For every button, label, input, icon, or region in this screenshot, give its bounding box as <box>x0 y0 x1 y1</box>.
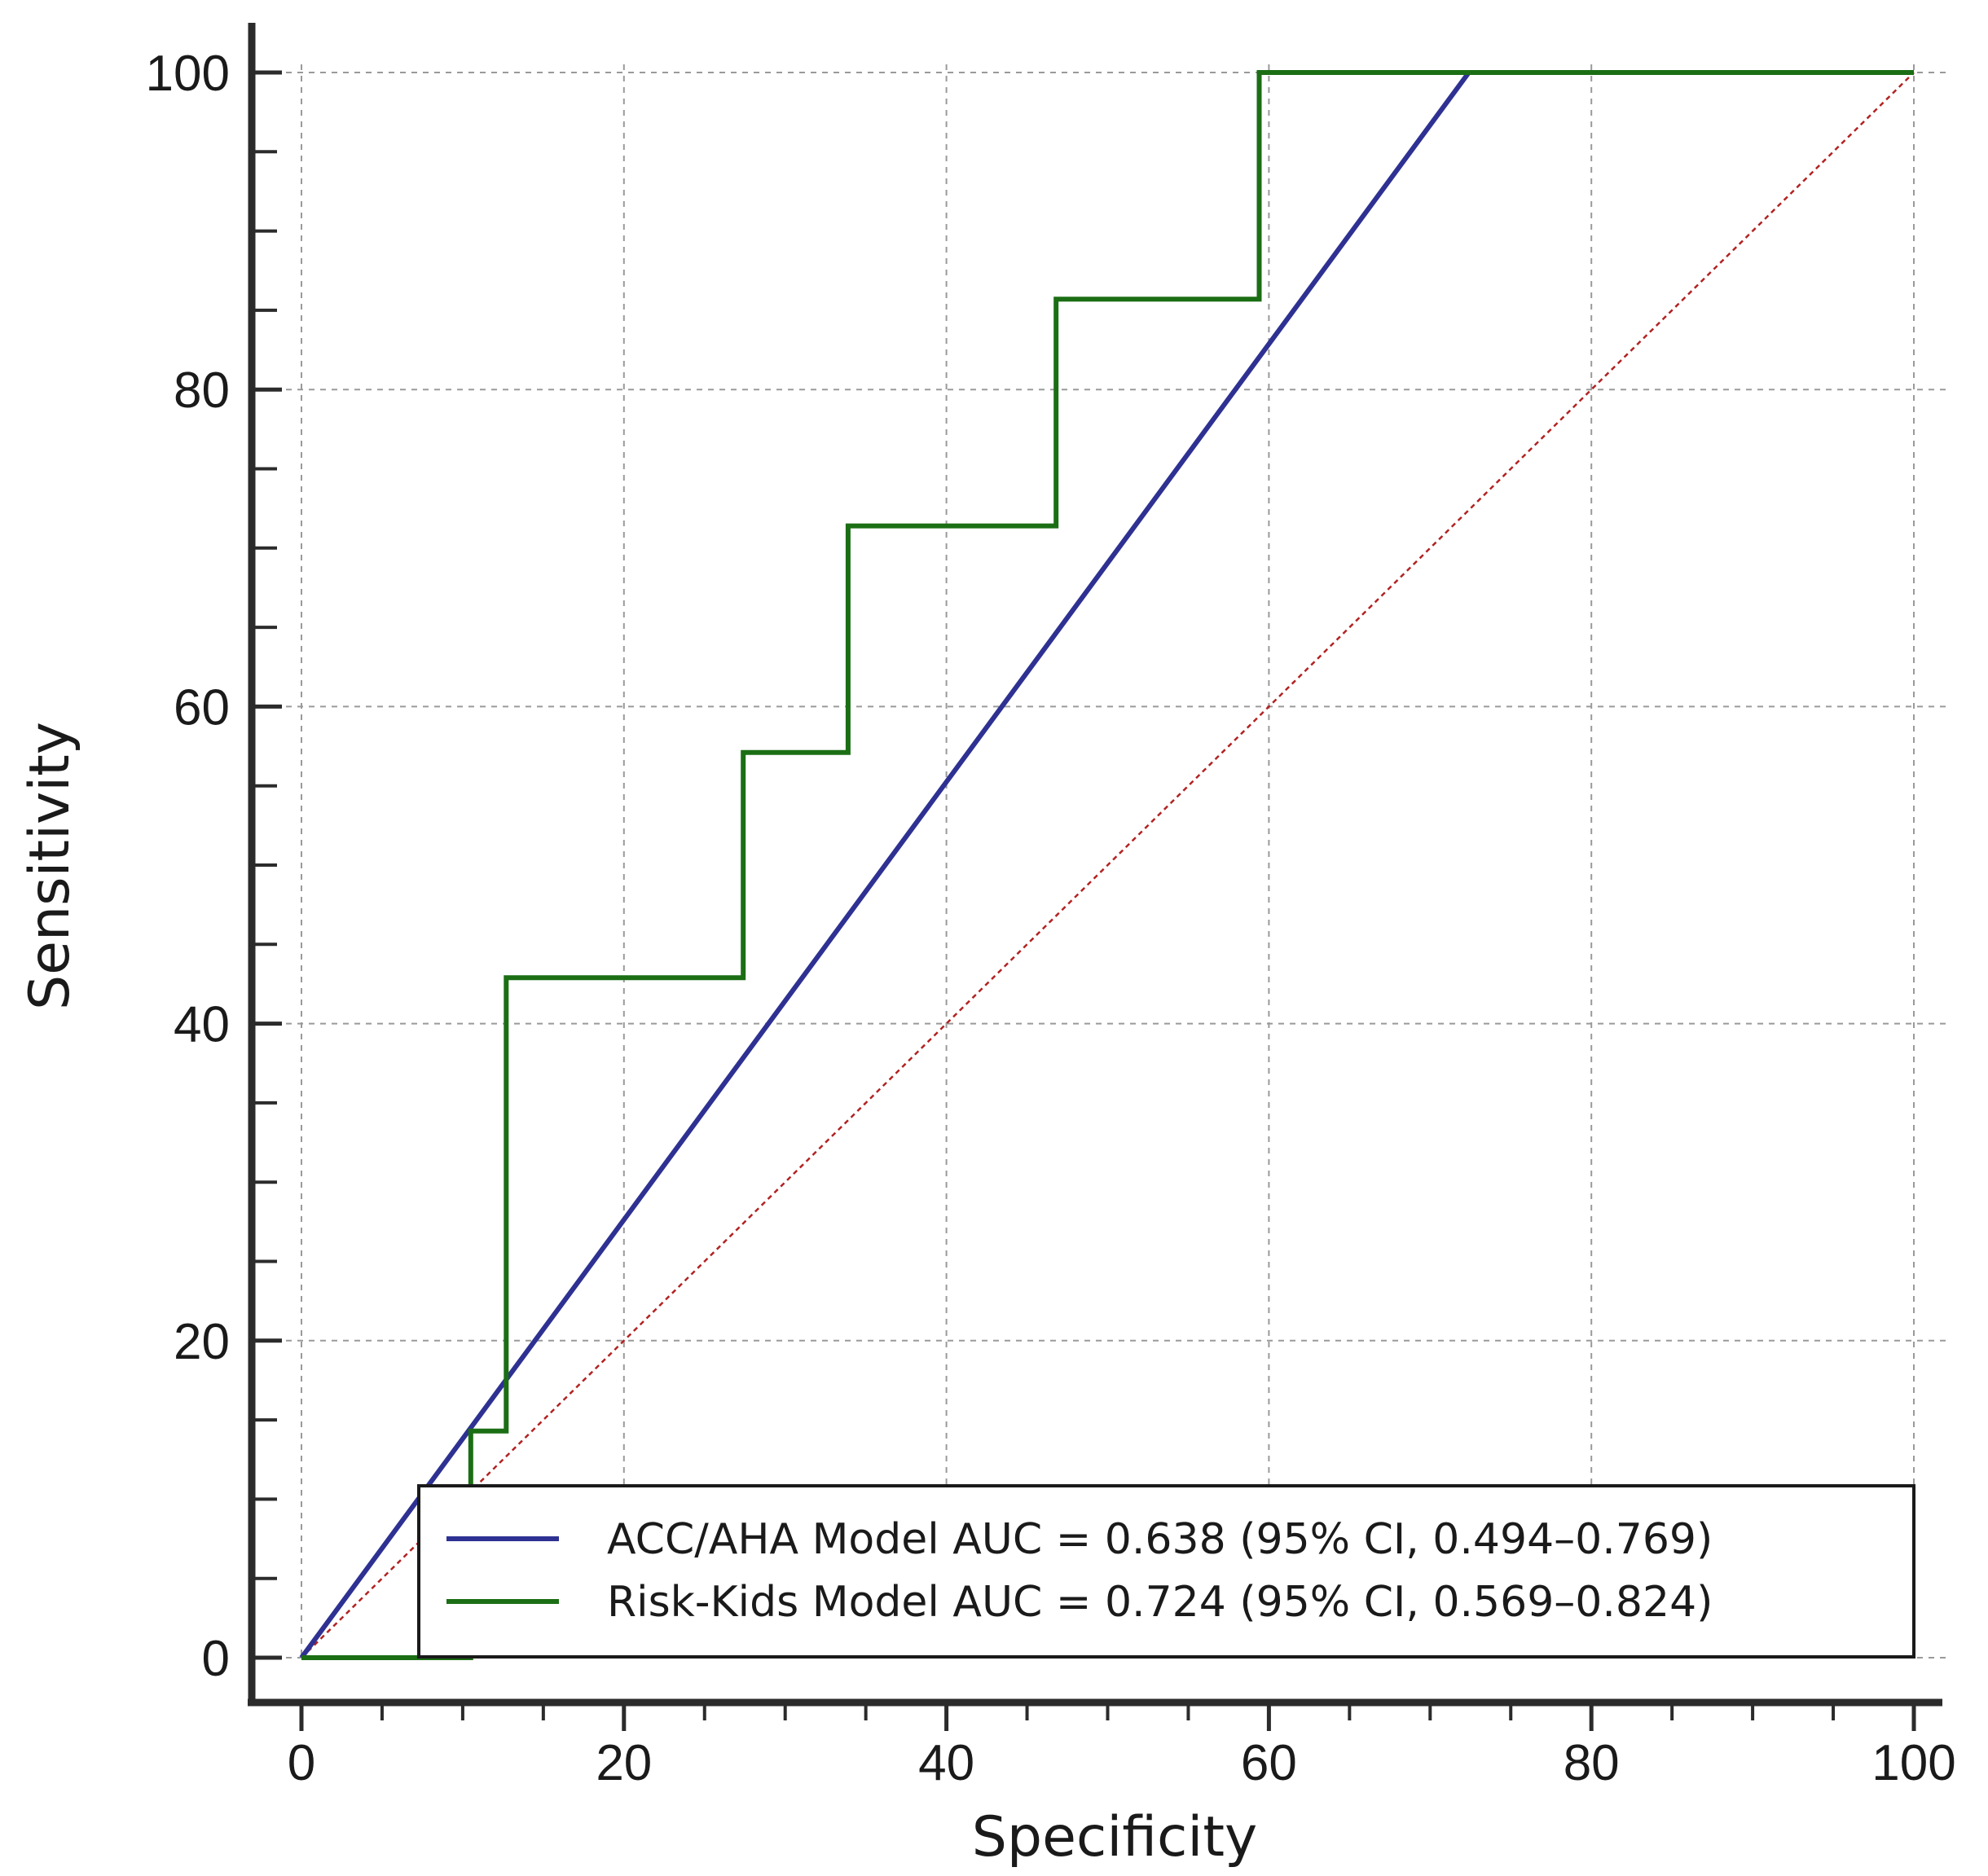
series-layer <box>299 70 1914 1660</box>
x-tick-label: 80 <box>1564 1735 1620 1791</box>
y-tick-label: 40 <box>174 997 230 1053</box>
axes <box>248 23 1942 1707</box>
reference-diagonal-line <box>301 72 1915 1659</box>
risk-kids-roc-line <box>301 70 1914 1660</box>
x-axis-title: Specificity <box>972 1805 1257 1869</box>
legend-label-acc-aha: ACC/AHA Model AUC = 0.638 (95% CI, 0.494… <box>607 1515 1713 1564</box>
legend-label-risk-kids: Risk-Kids Model AUC = 0.724 (95% CI, 0.5… <box>607 1578 1713 1627</box>
y-tick-label: 100 <box>146 46 230 102</box>
y-axis-title: Sensitivity <box>18 722 82 1010</box>
x-tick-label: 60 <box>1241 1735 1297 1791</box>
reference-diagonal-layer <box>301 72 1915 1659</box>
tick-labels: 0 20 40 60 80 100 0 20 40 60 80 100 <box>146 46 1956 1791</box>
y-tick-label: 60 <box>174 679 230 736</box>
x-tick-label: 20 <box>596 1735 652 1791</box>
legend-box <box>417 1484 1915 1659</box>
x-tick-label: 0 <box>288 1735 315 1791</box>
x-tick-label: 100 <box>1871 1735 1955 1791</box>
legend: ACC/AHA Model AUC = 0.638 (95% CI, 0.494… <box>417 1484 1915 1659</box>
y-tick-label: 80 <box>174 362 230 419</box>
x-tick-label: 40 <box>918 1735 974 1791</box>
y-tick-label: 0 <box>202 1631 230 1687</box>
y-tick-label: 20 <box>174 1314 230 1370</box>
ticks <box>252 70 1916 1731</box>
